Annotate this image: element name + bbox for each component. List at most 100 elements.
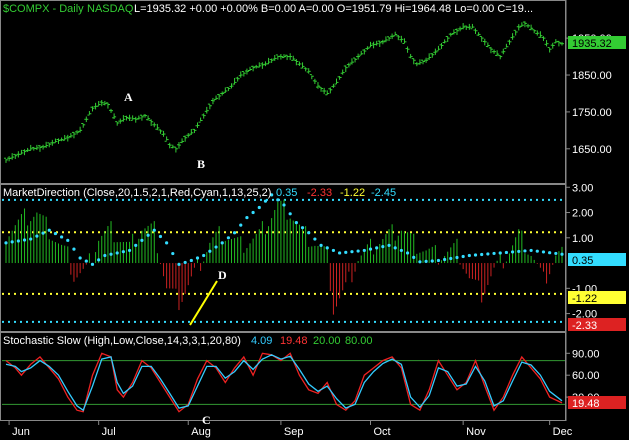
md-signal-point (103, 253, 107, 258)
md-signal-point (492, 251, 496, 256)
price-bar (115, 121, 120, 126)
price-bar (105, 102, 110, 109)
price-bar (458, 26, 463, 32)
price-bar (556, 40, 561, 47)
price-bar (346, 62, 351, 68)
price-header-exchange: NASDAQ (87, 3, 134, 15)
md-signal-point (381, 245, 385, 249)
price-bar (288, 53, 293, 60)
price-bar (44, 141, 49, 149)
md-signal-point (121, 250, 125, 254)
md-signal-point (529, 248, 533, 253)
md-signal-point (325, 246, 329, 250)
md-signal-point (436, 258, 441, 263)
price-bar (387, 36, 392, 42)
md-signal-point (344, 250, 348, 254)
price-bar (495, 50, 500, 57)
price-tick-label: 1650.00 (572, 144, 612, 156)
md-signal-point (523, 249, 527, 253)
price-bar (529, 24, 534, 31)
md-signal-point (418, 260, 422, 264)
price-bar (59, 137, 64, 142)
md-header-study: MarketDirection (Close,20,1.5,2,1,Red,Cy… (3, 187, 271, 199)
price-bar (176, 142, 181, 149)
md-signal-point (486, 252, 490, 256)
price-bar (498, 55, 503, 60)
price-bar (430, 52, 435, 58)
trendline (189, 280, 218, 326)
price-bar (315, 82, 320, 89)
md-signal-point (356, 249, 360, 253)
price-bar (207, 103, 212, 110)
md-header-value-1: 0.35 (276, 187, 297, 199)
price-bar (535, 30, 540, 36)
price-bar (81, 122, 86, 128)
md-signal-point (84, 259, 88, 263)
md-signal-dots (4, 193, 564, 266)
price-bar (278, 54, 283, 60)
price-bar (488, 46, 493, 54)
price-bar (309, 74, 314, 80)
price-header-symbol: $COMPX - Daily (3, 3, 84, 15)
price-bar (448, 32, 453, 37)
price-bar (87, 111, 92, 116)
price-bar (257, 62, 262, 68)
md-signal-point (504, 250, 508, 255)
price-bar (226, 87, 231, 92)
md-signal-point (405, 251, 410, 255)
price-bar (260, 62, 265, 69)
price-bar (312, 78, 317, 84)
price-bar (4, 157, 8, 163)
md-signal-point (29, 237, 33, 241)
md-signal-point (140, 238, 144, 242)
price-bar (560, 41, 564, 46)
price-bar (220, 91, 225, 96)
badge-md-yellow-text: -1.22 (572, 293, 597, 305)
price-bar (195, 122, 200, 128)
md-signal-point (171, 251, 175, 256)
md-signal-point (232, 231, 237, 235)
md-signal-point (239, 223, 243, 227)
price-bar (121, 115, 126, 122)
md-signal-point (294, 221, 298, 225)
price-bar (34, 144, 39, 151)
md-signal-point (548, 251, 552, 255)
price-bar (328, 87, 333, 94)
md-level-lines (2, 198, 565, 323)
stoch-header-value-4: 80.00 (345, 335, 373, 347)
price-bar (365, 46, 370, 50)
md-signal-point (535, 249, 539, 253)
price-bar (519, 22, 524, 27)
price-bar (353, 57, 358, 63)
price-bar (362, 48, 367, 55)
price-bar (513, 29, 518, 36)
md-header-value-2: -2.33 (307, 187, 332, 199)
md-signal-point (461, 254, 465, 259)
md-signal-point (319, 243, 323, 247)
md-signal-point (226, 236, 230, 240)
price-bar (390, 33, 395, 40)
price-bar (238, 71, 243, 78)
md-signal-point (307, 231, 311, 235)
price-bar (214, 95, 219, 100)
md-signal-point (424, 259, 428, 263)
price-bar (96, 101, 101, 107)
md-header-value-3: -1.22 (340, 187, 365, 199)
price-bar (470, 23, 475, 30)
md-signal-point (165, 241, 169, 245)
price-bar (331, 83, 336, 88)
md-histogram (5, 199, 563, 315)
md-signal-point (251, 210, 255, 215)
md-signal-point (16, 239, 20, 243)
price-bar (291, 55, 296, 61)
annotation-a: A (124, 90, 133, 104)
price-bar (436, 45, 441, 52)
price-bar (380, 39, 385, 45)
month-label: Aug (191, 426, 211, 438)
md-signal-point (97, 258, 101, 262)
badge-stoch-last-text: 19.48 (572, 398, 600, 410)
md-signal-point (443, 257, 447, 262)
price-bar (541, 36, 546, 41)
annotation-d: D (218, 268, 227, 282)
